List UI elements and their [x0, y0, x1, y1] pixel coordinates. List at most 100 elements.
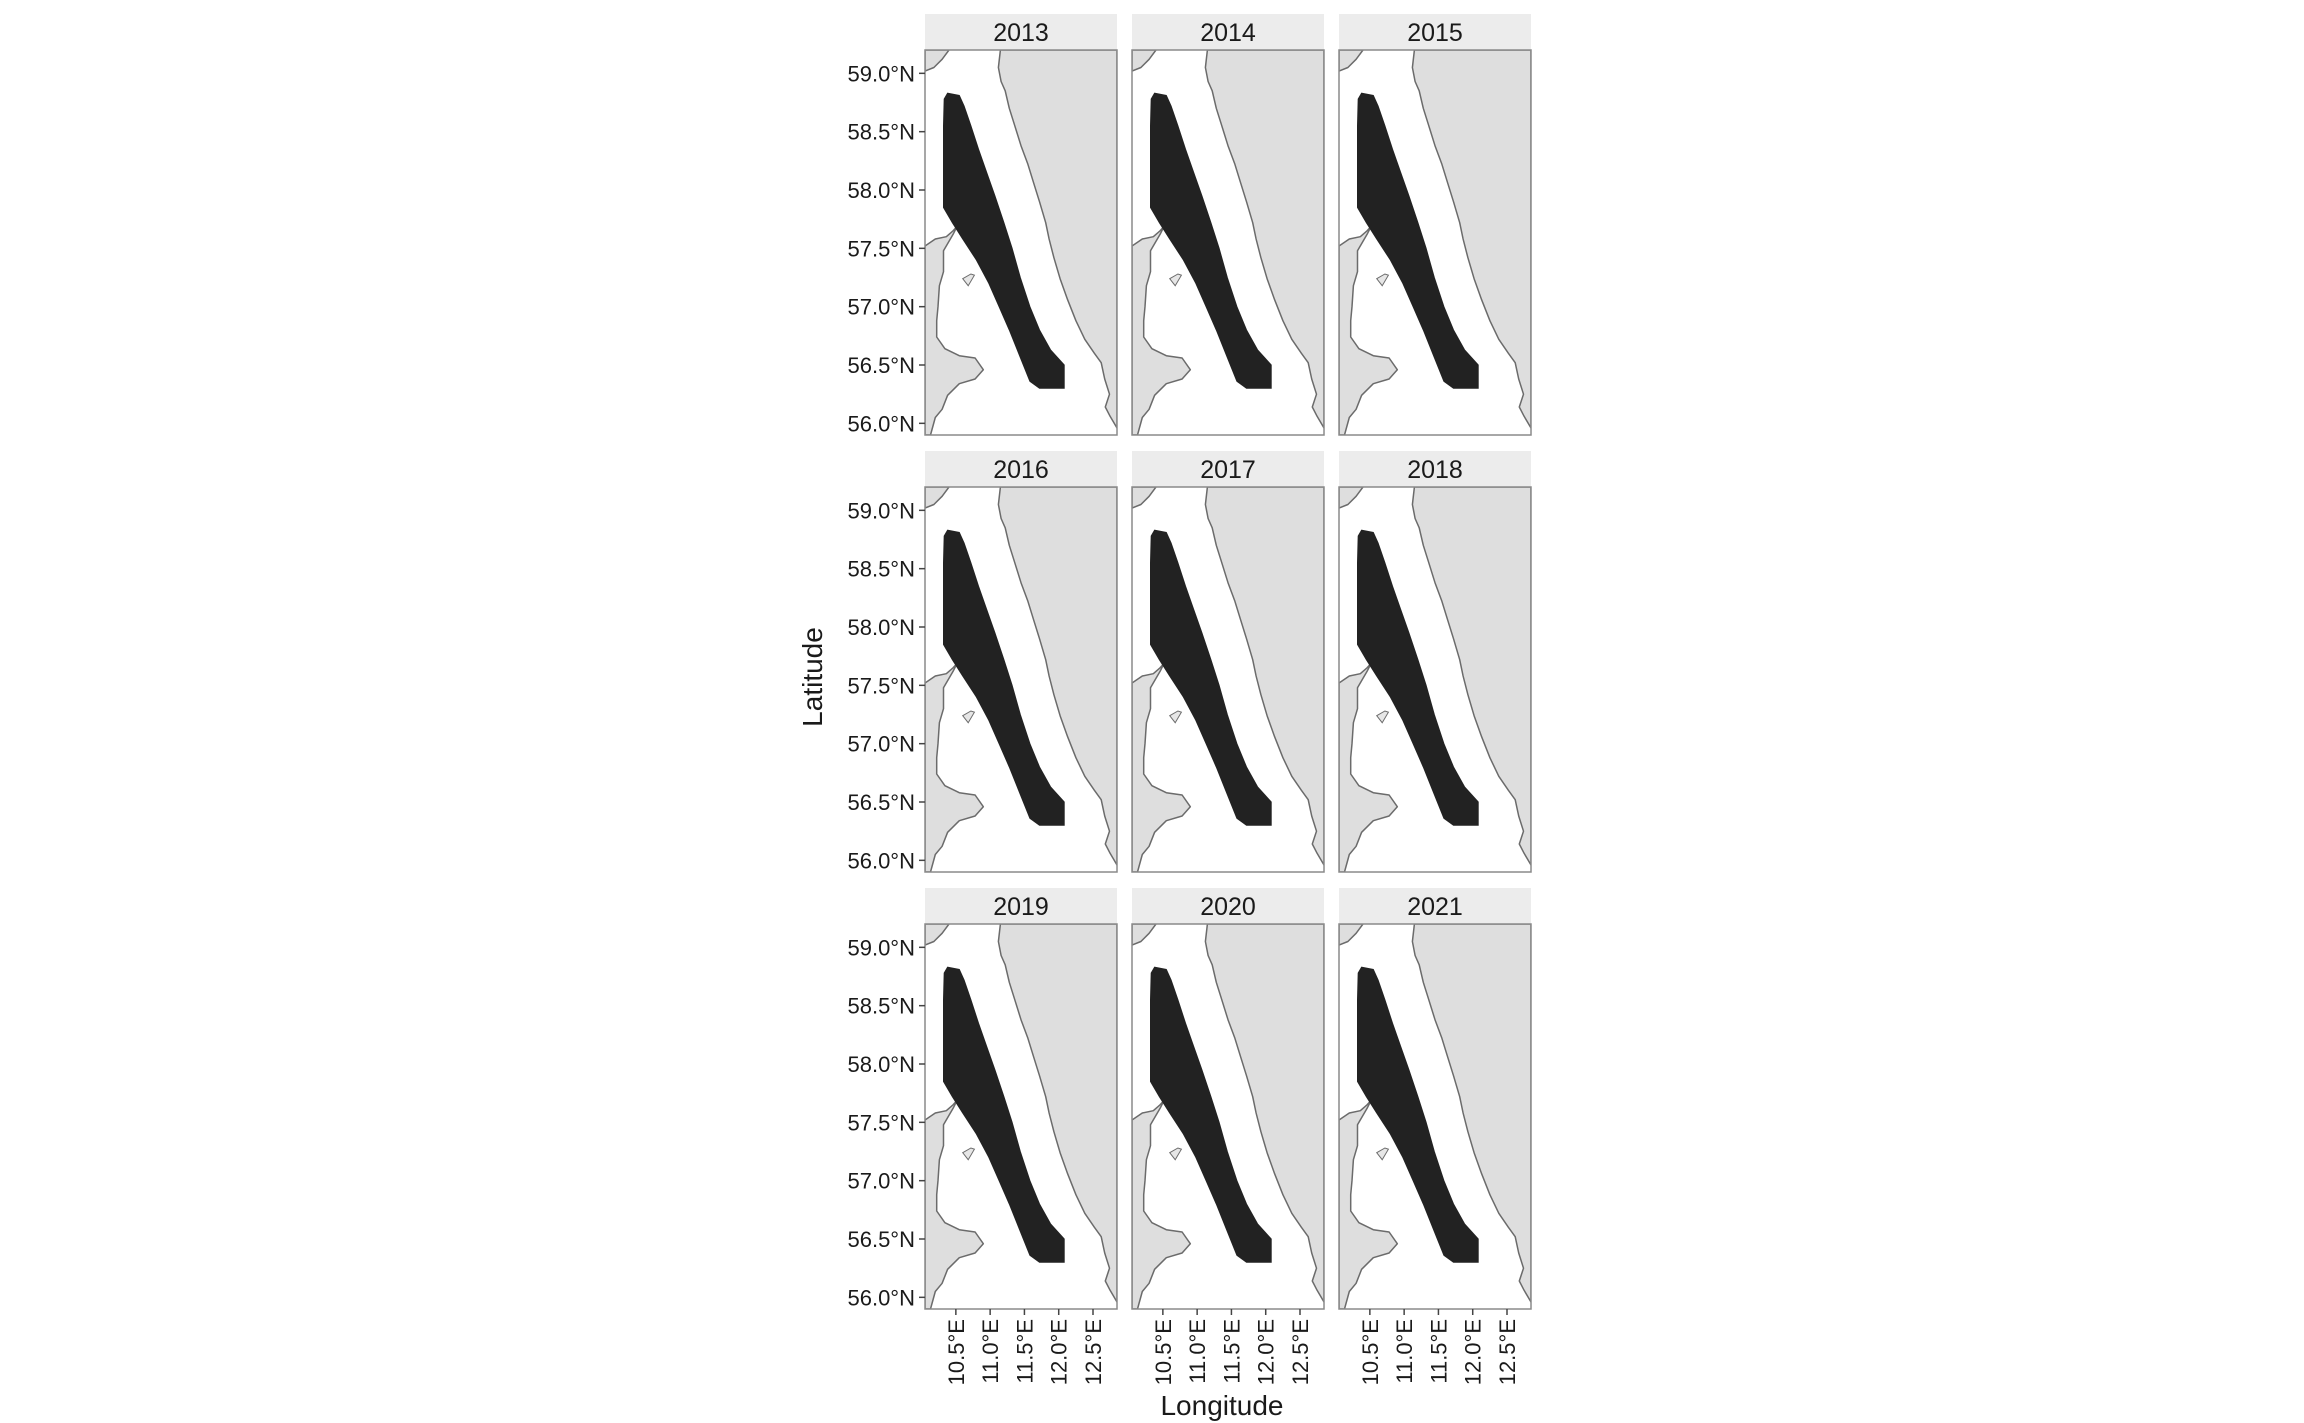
land-sweden [997, 50, 1117, 429]
facet-2014: 2014 [1131, 14, 1325, 436]
y-tick-label: 58.0°N [847, 615, 915, 640]
land-sweden [997, 924, 1117, 1303]
land-norway [925, 924, 950, 946]
facet-2020: 2020 10.5°E 11.0°E 11.5°E 12.0°E 12.5°E [1131, 888, 1325, 1385]
study-area-polygon [943, 92, 1065, 389]
y-tick-label: 56.0°N [847, 411, 915, 436]
x-tick-label: 11.5°E [1426, 1319, 1451, 1384]
y-tick-label: 57.5°N [847, 673, 915, 698]
land-denmark [925, 225, 985, 435]
land-sweden [1411, 50, 1531, 429]
panel-border [924, 486, 1118, 873]
facet-2015: 2015 [1338, 14, 1532, 436]
islet-shape [1375, 710, 1390, 724]
facet-2016: 2016 59.0°N 58.5°N 58.0°N 57.5°N 57.0°N 56.5°N… [847, 451, 1118, 873]
facet-strip [1132, 888, 1324, 924]
panel-border [1131, 486, 1325, 873]
x-tick-label: 11.5°E [1012, 1319, 1037, 1384]
x-tick-label: 12.0°E [1254, 1319, 1279, 1385]
x-tick-label: 11.0°E [978, 1319, 1003, 1384]
x-tick-label: 11.5°E [1219, 1319, 1244, 1384]
map-panel [925, 50, 1117, 435]
land-denmark [925, 1099, 985, 1309]
facet-2021: 2021 10.5°E 11.0°E 11.5°E 12.0°E 12.5°E [1338, 888, 1532, 1385]
y-tick-label: 59.0°N [847, 61, 915, 86]
map-panel [1132, 924, 1324, 1309]
facet-strip [1339, 14, 1531, 50]
facet-2019: 2019 59.0°N 58.5°N 58.0°N 57.5°N 57.0°N 56.5°N… [847, 888, 1118, 1385]
map-panel [925, 924, 1117, 1309]
facet-strip [1339, 888, 1531, 924]
y-tick-label: 57.0°N [847, 732, 915, 757]
map-panel [1132, 50, 1324, 435]
y-tick-label: 56.5°N [847, 1227, 915, 1252]
islet-shape [1168, 1147, 1183, 1161]
land-denmark [1339, 1099, 1399, 1309]
map-panel [1339, 487, 1531, 872]
land-norway [1132, 487, 1157, 509]
land-sweden [997, 487, 1117, 866]
y-tick-label: 59.0°N [847, 935, 915, 960]
facet-strip [925, 888, 1117, 924]
facet-strip-label: 2017 [1200, 456, 1256, 484]
islet-shape [961, 273, 976, 287]
panel-border [1338, 49, 1532, 436]
study-area-polygon [1357, 966, 1479, 1263]
facet-2013: 2013 59.0°N 58.5°N 58.0°N 57.5°N 57.0°N 56.5°N… [847, 14, 1118, 436]
land-norway [1339, 487, 1364, 509]
facet-strip-label: 2021 [1407, 893, 1463, 921]
study-area-polygon [1150, 529, 1272, 826]
facet-strip [1132, 14, 1324, 50]
study-area-polygon [1357, 92, 1479, 389]
facet-strip [1132, 451, 1324, 487]
facet-panels: 2013 59.0°N 58.5°N 58.0°N 57.5°N 57.0°N 56.5°N… [847, 14, 1532, 1385]
land-norway [1339, 50, 1364, 72]
x-tick-label: 12.0°E [1047, 1319, 1072, 1385]
land-norway [925, 50, 950, 72]
facet-strip-label: 2018 [1407, 456, 1463, 484]
facet-strip-label: 2013 [993, 19, 1049, 47]
panel-border [1338, 923, 1532, 1310]
y-tick-label: 57.0°N [847, 295, 915, 320]
facet-strip [1339, 451, 1531, 487]
x-tick-label: 12.0°E [1461, 1319, 1486, 1385]
y-tick-label: 57.5°N [847, 236, 915, 261]
study-area-polygon [943, 529, 1065, 826]
facet-strip-label: 2015 [1407, 19, 1463, 47]
study-area-polygon [1150, 92, 1272, 389]
panel-border [1131, 923, 1325, 1310]
y-tick-label: 57.0°N [847, 1169, 915, 1194]
facet-strip-label: 2019 [993, 893, 1049, 921]
land-sweden [1204, 924, 1324, 1303]
facet-strip-label: 2020 [1200, 893, 1256, 921]
land-norway [1339, 924, 1364, 946]
islet-shape [961, 710, 976, 724]
islet-shape [1375, 273, 1390, 287]
facet-2017: 2017 [1131, 451, 1325, 873]
y-tick-label: 56.0°N [847, 848, 915, 873]
x-tick-label: 12.5°E [1288, 1319, 1313, 1385]
map-panel [1339, 924, 1531, 1309]
x-tick-label: 11.0°E [1392, 1319, 1417, 1384]
islet-shape [961, 1147, 976, 1161]
islet-shape [1168, 273, 1183, 287]
land-denmark [1132, 225, 1192, 435]
y-tick-label: 57.5°N [847, 1110, 915, 1135]
land-denmark [1132, 662, 1192, 872]
panel-border [1131, 49, 1325, 436]
land-norway [925, 487, 950, 509]
x-tick-label: 10.5°E [1151, 1319, 1176, 1385]
land-norway [1132, 50, 1157, 72]
x-tick-label: 10.5°E [944, 1319, 969, 1385]
map-panel [1339, 50, 1531, 435]
land-denmark [925, 662, 985, 872]
land-norway [1132, 924, 1157, 946]
x-tick-label: 12.5°E [1081, 1319, 1106, 1385]
study-area-polygon [1357, 529, 1479, 826]
y-tick-label: 58.5°N [847, 994, 915, 1019]
islet-shape [1168, 710, 1183, 724]
y-axis-title: Latitude [797, 627, 828, 727]
panel-border [1338, 486, 1532, 873]
study-area-polygon [1150, 966, 1272, 1263]
